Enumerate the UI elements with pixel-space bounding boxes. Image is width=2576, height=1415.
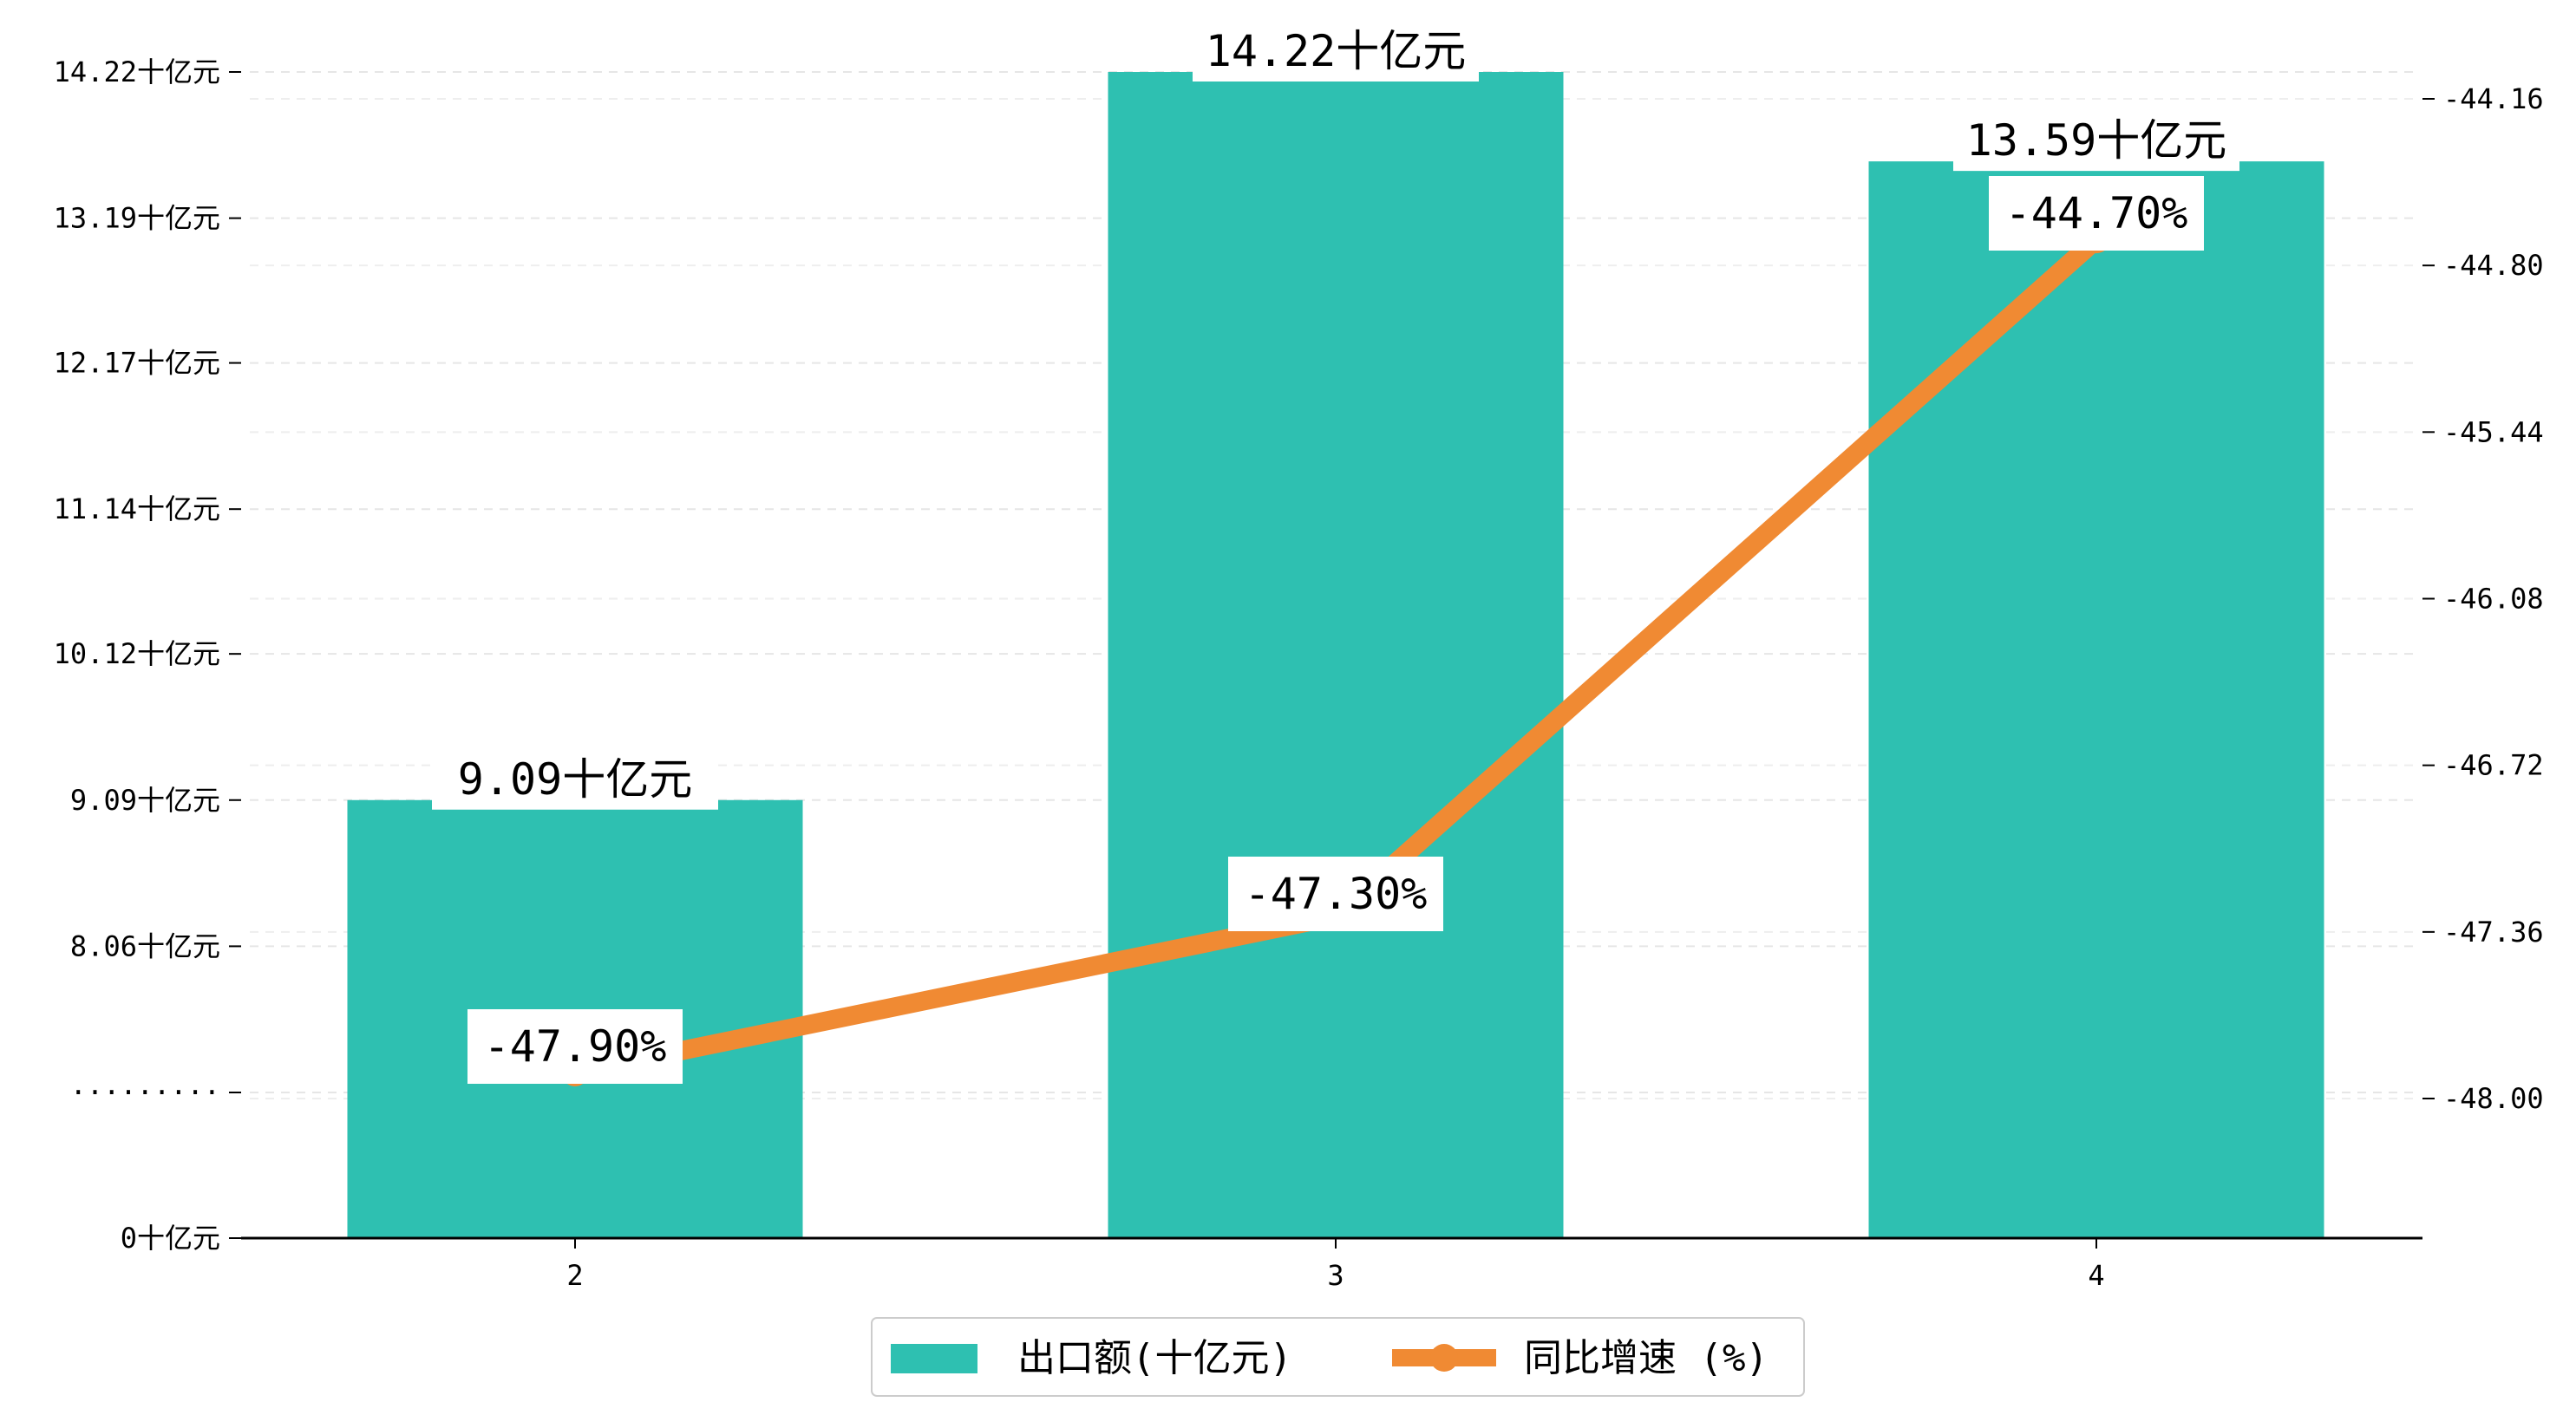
x-tick-label: 4 [2088,1259,2104,1292]
bar [1108,72,1564,1238]
bar-value-label-box [1193,21,1479,82]
left-tick-label: 13.19十亿元 [54,202,220,235]
right-tick-label: -44.16 [2443,82,2544,115]
left-tick-label: 11.14十亿元 [54,492,220,525]
bar-value-label-box [432,748,718,810]
legend-box [871,1317,1805,1397]
x-tick-label: 3 [1327,1259,1344,1292]
right-tick-label: -45.44 [2443,415,2544,448]
right-tick-label: -46.08 [2443,583,2544,616]
left-tick-label: 10.12十亿元 [54,637,220,670]
left-tick-label: 14.22十亿元 [54,55,220,88]
right-tick-label: -46.72 [2443,749,2544,782]
legend-swatch-bar [891,1344,977,1373]
bar-value-label-box [1953,110,2239,172]
bar-value-label: 9.09十亿元 [458,754,692,805]
line-value-label: -47.90% [484,1021,667,1072]
x-tick-label: 2 [566,1259,583,1292]
left-tick-label: ········· [70,1076,220,1109]
legend-swatch-marker [1430,1344,1458,1372]
legend-label-line: 同比增速 (%) [1524,1336,1769,1380]
data-labels: 9.09十亿元 14.22十亿元 13.59十亿元 -47.90% -47.30% -44… [432,21,2239,1084]
left-tick-label: 8.06十亿元 [70,929,220,962]
left-tick-label: 12.17十亿元 [54,347,220,380]
right-tick-label: -44.80 [2443,249,2544,282]
right-tick-label: -48.00 [2443,1082,2544,1115]
legend: 出口额(十亿元) 同比增速 (%) [871,1317,1805,1397]
left-tick-label: 0十亿元 [121,1222,220,1255]
line-value-label: -47.30% [1245,869,1428,919]
bar [1868,161,2324,1238]
line-value-label-box [1989,176,2204,251]
axes: 2 3 4 0十亿元 ········· 8.06十亿元 9.09十亿元 10.12十亿元 11… [54,55,2544,1292]
line-value-label-box [1228,857,1443,931]
legend-label-bar: 出口额(十亿元) [1017,1336,1292,1380]
bar-value-label: 13.59十亿元 [1966,115,2227,166]
bar-value-label: 14.22十亿元 [1206,26,1467,76]
left-tick-label: 9.09十亿元 [70,784,220,817]
right-tick-label: -47.36 [2443,916,2544,949]
line-value-label: -44.70% [2005,188,2188,238]
line-value-label-box [467,1009,683,1084]
